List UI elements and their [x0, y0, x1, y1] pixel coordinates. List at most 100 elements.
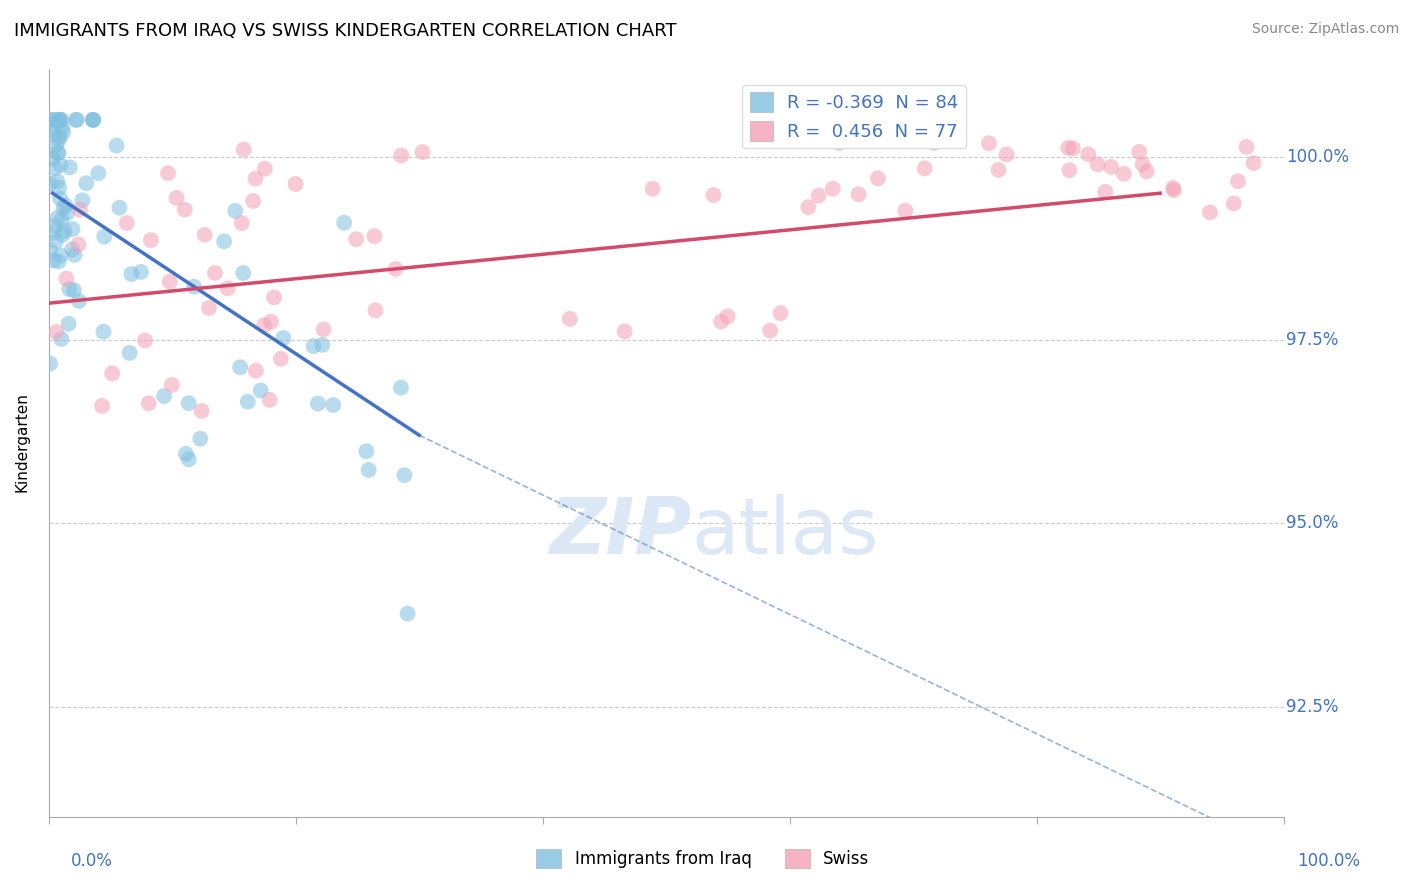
- Text: 100.0%: 100.0%: [1298, 852, 1360, 870]
- Point: [46, 211, 69, 225]
- Point: [260, 315, 283, 329]
- Point: [396, 607, 419, 621]
- Point: [1227, 174, 1250, 188]
- Point: [41, 112, 63, 127]
- Point: [363, 229, 385, 244]
- Point: [39, 177, 62, 191]
- Point: [157, 166, 180, 180]
- Point: [987, 162, 1010, 177]
- Text: 100.0%: 100.0%: [1286, 147, 1350, 166]
- Point: [194, 227, 217, 242]
- Point: [914, 161, 936, 176]
- Point: [105, 138, 128, 153]
- Point: [39, 122, 62, 136]
- Point: [51, 213, 73, 227]
- Point: [389, 148, 412, 162]
- Point: [46, 112, 69, 127]
- Text: Source: ZipAtlas.com: Source: ZipAtlas.com: [1251, 22, 1399, 37]
- Point: [72, 194, 94, 208]
- Point: [1057, 141, 1080, 155]
- Point: [232, 266, 254, 280]
- Point: [245, 171, 267, 186]
- Point: [1161, 181, 1184, 195]
- Point: [82, 112, 104, 127]
- Point: [52, 126, 75, 140]
- Point: [389, 381, 412, 395]
- Point: [139, 233, 162, 247]
- Text: IMMIGRANTS FROM IRAQ VS SWISS KINDERGARTEN CORRELATION CHART: IMMIGRANTS FROM IRAQ VS SWISS KINDERGART…: [14, 22, 676, 40]
- Point: [49, 192, 72, 206]
- Point: [62, 222, 84, 236]
- Y-axis label: Kindergarten: Kindergarten: [15, 392, 30, 492]
- Point: [42, 152, 65, 166]
- Point: [307, 396, 329, 410]
- Point: [263, 290, 285, 304]
- Point: [55, 271, 77, 285]
- Point: [177, 396, 200, 410]
- Point: [101, 366, 124, 380]
- Point: [411, 145, 433, 159]
- Point: [253, 318, 276, 333]
- Point: [115, 216, 138, 230]
- Point: [82, 112, 104, 127]
- Point: [333, 216, 356, 230]
- Point: [166, 191, 188, 205]
- Point: [270, 351, 292, 366]
- Point: [39, 244, 62, 258]
- Legend: R = -0.369  N = 84, R =  0.456  N = 77: R = -0.369 N = 84, R = 0.456 N = 77: [742, 85, 966, 148]
- Point: [75, 176, 97, 190]
- Point: [977, 136, 1000, 151]
- Point: [344, 232, 367, 246]
- Point: [311, 338, 333, 352]
- Point: [183, 279, 205, 293]
- Point: [356, 444, 378, 458]
- Point: [188, 432, 211, 446]
- Point: [613, 324, 636, 338]
- Point: [82, 112, 104, 127]
- Point: [284, 177, 307, 191]
- Point: [249, 384, 271, 398]
- Point: [322, 398, 344, 412]
- Point: [807, 188, 830, 202]
- Point: [1112, 167, 1135, 181]
- Point: [232, 143, 254, 157]
- Point: [1094, 185, 1116, 199]
- Point: [59, 161, 82, 175]
- Point: [848, 187, 870, 202]
- Point: [558, 311, 581, 326]
- Point: [67, 293, 90, 308]
- Point: [52, 201, 75, 215]
- Point: [797, 200, 820, 214]
- Point: [236, 394, 259, 409]
- Point: [160, 378, 183, 392]
- Point: [245, 364, 267, 378]
- Point: [56, 205, 79, 219]
- Point: [1128, 145, 1150, 159]
- Point: [39, 357, 62, 371]
- Point: [759, 324, 782, 338]
- Point: [134, 334, 156, 348]
- Point: [45, 235, 67, 249]
- Point: [717, 310, 740, 324]
- Point: [1062, 141, 1084, 155]
- Text: 0.0%: 0.0%: [70, 852, 112, 870]
- Point: [302, 339, 325, 353]
- Point: [231, 216, 253, 230]
- Point: [173, 202, 195, 217]
- Point: [48, 112, 70, 127]
- Point: [312, 322, 335, 336]
- Point: [1236, 140, 1258, 154]
- Point: [394, 468, 416, 483]
- Point: [65, 112, 87, 127]
- Point: [229, 360, 252, 375]
- Point: [120, 267, 142, 281]
- Point: [384, 261, 406, 276]
- Legend: Immigrants from Iraq, Swiss: Immigrants from Iraq, Swiss: [530, 843, 876, 875]
- Point: [48, 180, 70, 194]
- Point: [51, 227, 73, 242]
- Point: [1099, 160, 1122, 174]
- Point: [62, 283, 84, 297]
- Point: [242, 194, 264, 208]
- Point: [49, 129, 72, 144]
- Point: [60, 243, 83, 257]
